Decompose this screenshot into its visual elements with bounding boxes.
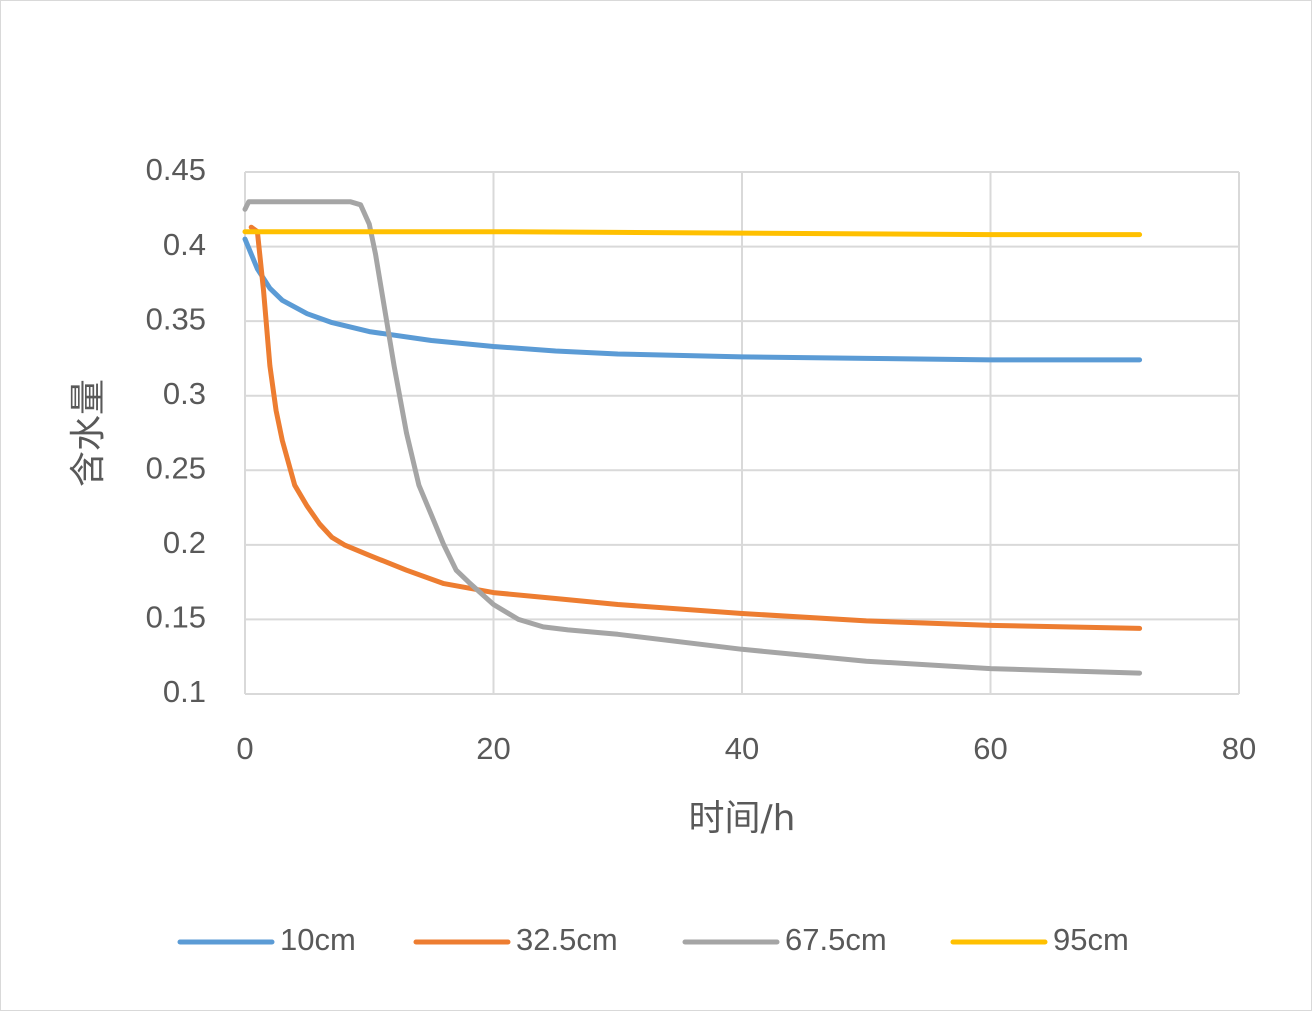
legend-label: 95cm	[1053, 922, 1129, 957]
gridlines	[244, 171, 1240, 695]
series-line-95cm	[242, 229, 1143, 238]
y-tick-label: 0.2	[163, 525, 206, 560]
x-tick-label: 0	[236, 731, 253, 766]
y-axis-ticks: 0.1 0.15 0.2 0.25 0.3 0.35 0.4 0.45	[146, 152, 206, 709]
x-tick-label: 60	[973, 731, 1007, 766]
series-line-10cm	[242, 236, 1143, 363]
x-tick-label: 80	[1222, 731, 1256, 766]
series-line-67-5cm	[242, 199, 1143, 676]
y-tick-label: 0.45	[146, 152, 206, 187]
legend-label: 67.5cm	[785, 922, 887, 957]
x-axis-ticks: 0 20 40 60 80	[236, 731, 1256, 766]
legend-label: 10cm	[280, 922, 356, 957]
y-tick-label: 0.1	[163, 674, 206, 709]
y-tick-label: 0.35	[146, 301, 206, 336]
y-tick-label: 0.4	[163, 227, 206, 262]
series-lines	[242, 199, 1143, 676]
legend-label: 32.5cm	[516, 922, 618, 957]
y-tick-label: 0.25	[146, 450, 206, 485]
y-tick-label: 0.15	[146, 600, 206, 635]
x-tick-label: 40	[725, 731, 759, 766]
series-line-32-5cm	[248, 224, 1143, 631]
legend: 10cm 32.5cm 67.5cm 95cm	[177, 922, 1129, 957]
y-axis-title: 含水量	[68, 379, 109, 487]
y-tick-label: 0.3	[163, 376, 206, 411]
x-axis-title: 时间/h	[689, 798, 796, 839]
x-tick-label: 20	[476, 731, 510, 766]
